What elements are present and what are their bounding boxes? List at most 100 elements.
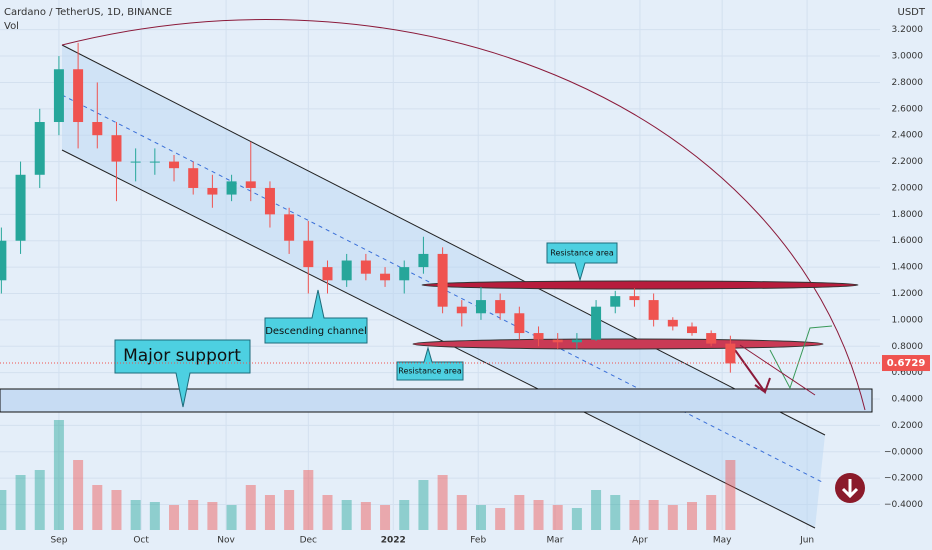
candle-body	[648, 300, 659, 320]
callouts: Major support Descending channel Resista…	[114, 242, 865, 503]
candle-body	[188, 168, 199, 188]
candle-body	[706, 333, 717, 344]
volume-bar	[571, 508, 582, 530]
volume-bar	[226, 505, 237, 530]
y-tick-label: −0.4000	[884, 500, 923, 510]
volume-bar	[284, 490, 295, 530]
y-tick-label: 2.0000	[892, 183, 924, 193]
y-tick-label: 0.8000	[892, 342, 924, 352]
callout-text: Resistance area	[398, 367, 462, 376]
candle-body	[591, 306, 602, 340]
x-tick-label: Dec	[300, 536, 317, 546]
volume-bar	[686, 502, 697, 530]
volume-bar	[149, 502, 160, 530]
candle-body	[92, 122, 103, 136]
volume-bar	[341, 500, 352, 530]
candle-body	[629, 296, 640, 301]
candle-body	[437, 253, 448, 307]
candle-body	[475, 300, 486, 314]
resistance-top	[421, 280, 859, 290]
volume-bar	[169, 505, 180, 530]
channel-upper	[61, 44, 826, 436]
volume-bar	[667, 505, 678, 530]
y-tick-label: 1.4000	[892, 263, 924, 273]
candle-body	[610, 296, 621, 307]
x-tick-label: Apr	[632, 536, 648, 546]
volume-bar	[130, 500, 141, 530]
volume-bar	[245, 485, 256, 530]
volume-bar	[591, 490, 602, 530]
candle-body	[169, 161, 180, 169]
chart-title: Cardano / TetherUS, 1D, BINANCE	[4, 7, 172, 18]
volume-bar	[437, 475, 448, 530]
volume-bar	[322, 495, 333, 530]
volume-bar	[533, 500, 544, 530]
candle-body	[686, 326, 697, 334]
y-tick-label: 1.8000	[892, 210, 924, 220]
volume-label: Vol	[4, 21, 19, 32]
volume-bar	[380, 505, 391, 530]
candle-body	[552, 339, 563, 343]
callout-box	[546, 242, 618, 282]
volume-bar	[188, 500, 199, 530]
candle-body	[53, 69, 64, 123]
volume-bar	[111, 490, 122, 530]
volume-bar	[725, 460, 736, 530]
y-tick-label: 1.0000	[892, 315, 924, 325]
candle-body	[34, 122, 45, 175]
callout-box	[264, 289, 368, 344]
x-tick-label: Sep	[50, 536, 67, 546]
volume-bar	[73, 460, 84, 530]
candle-body	[360, 260, 371, 274]
candle-body	[226, 181, 237, 195]
y-unit: USDT	[898, 7, 926, 18]
candle-body	[571, 339, 582, 343]
x-tick-label: Jun	[799, 536, 814, 546]
y-tick-label: 0.4000	[892, 395, 924, 405]
volume-bar	[456, 495, 467, 530]
volume-bar	[15, 475, 26, 530]
volume-bar	[552, 505, 563, 530]
candle-body	[73, 69, 84, 123]
callout-box	[396, 346, 464, 381]
candle-body	[667, 319, 678, 327]
volume-bar	[475, 505, 486, 530]
y-tick-label: 2.2000	[892, 157, 924, 167]
y-tick-label: 0.2000	[892, 421, 924, 431]
x-tick-label: May	[713, 536, 732, 546]
volume-bar	[303, 470, 314, 530]
volume-bar	[514, 495, 525, 530]
callout-text: Resistance area	[550, 249, 614, 258]
resistance-bottom	[412, 338, 824, 350]
callout-text: Major support	[123, 346, 241, 366]
candle-body	[418, 253, 429, 268]
candle-body	[341, 260, 352, 281]
candle-body	[245, 181, 256, 188]
last-price-box	[882, 355, 930, 372]
candle-body	[514, 313, 525, 334]
volume-bar	[418, 480, 429, 530]
y-tick-label: −0.0000	[884, 447, 923, 457]
volume-bar	[610, 495, 621, 530]
x-tick-label: Feb	[470, 536, 486, 546]
candle-body	[399, 267, 410, 281]
y-tick-label: 3.0000	[892, 52, 924, 62]
last-price-label: 0.6729	[887, 358, 926, 369]
volume-bar	[495, 508, 506, 530]
candle-body	[207, 187, 218, 195]
volume-bar	[53, 420, 64, 530]
y-tick-label: −0.2000	[884, 474, 923, 484]
candle-body	[130, 161, 141, 163]
volume-bar	[92, 485, 103, 530]
trend	[739, 344, 816, 396]
y-tick-label: 1.2000	[892, 289, 924, 299]
candle-body	[322, 267, 333, 281]
candle-body	[303, 240, 314, 268]
x-tick-label: 2022	[381, 536, 406, 546]
volume-bar	[207, 502, 218, 530]
candle-body	[380, 273, 391, 281]
y-tick-label: 2.4000	[892, 131, 924, 141]
candle-body	[456, 306, 467, 314]
volume-bar	[629, 500, 640, 530]
